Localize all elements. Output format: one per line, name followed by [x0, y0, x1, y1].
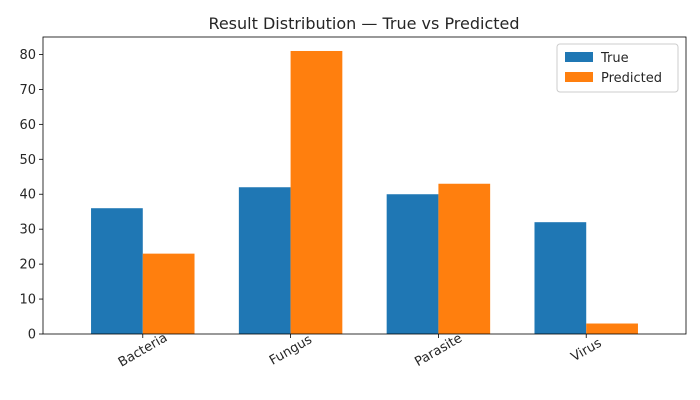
y-tick-label: 20	[19, 258, 36, 273]
legend-label-true: True	[600, 51, 629, 66]
bar-true-parasite	[386, 194, 439, 334]
bar-predicted-bacteria	[142, 253, 195, 334]
y-tick-label: 50	[19, 153, 36, 168]
bar-predicted-fungus	[290, 50, 343, 334]
legend-swatch-predicted	[565, 72, 593, 82]
bar-predicted-virus	[586, 323, 638, 334]
y-tick-label: 80	[19, 48, 36, 63]
bar-true-virus	[534, 222, 587, 334]
bar-true-fungus	[238, 187, 291, 334]
legend-label-predicted: Predicted	[601, 71, 662, 86]
legend: True Predicted	[556, 43, 679, 93]
legend-swatch-true	[565, 52, 593, 62]
bar-true-bacteria	[91, 208, 143, 334]
y-tick-label: 60	[19, 118, 36, 133]
x-tick-label: Virus	[569, 336, 605, 365]
y-tick-label: 70	[19, 83, 36, 98]
bar-predicted-parasite	[438, 183, 491, 334]
axes-frame	[42, 36, 687, 335]
y-tick-label: 10	[19, 293, 36, 308]
chart-title: Result Distribution — True vs Predicted	[208, 14, 519, 33]
y-tick-label: 30	[19, 223, 36, 238]
y-tick-label: 0	[28, 328, 36, 343]
y-tick-label: 40	[19, 188, 36, 203]
